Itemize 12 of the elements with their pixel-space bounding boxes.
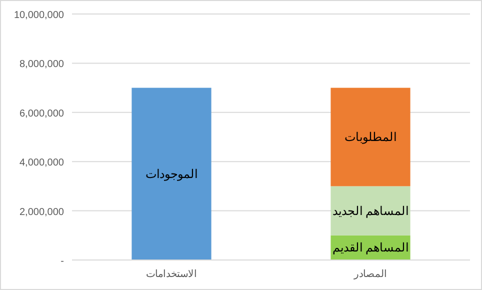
y-tick-label: 10,000,000 bbox=[14, 10, 64, 21]
y-tick-label: 6,000,000 bbox=[20, 108, 64, 120]
series-label: المطلوبات bbox=[344, 130, 396, 144]
y-tick-label: 8,000,000 bbox=[20, 59, 64, 70]
x-tick-label: الاستخدامات bbox=[146, 269, 197, 280]
series-label: المساهم القديم bbox=[332, 240, 409, 255]
series-label: الموجودات bbox=[146, 166, 198, 181]
series-label: المساهم الجديد bbox=[332, 204, 409, 218]
y-tick-label: 4,000,000 bbox=[20, 158, 64, 169]
y-tick-label: 2,000,000 bbox=[20, 206, 64, 218]
y-tick-label: - bbox=[60, 256, 64, 267]
x-tick-label: المصادر bbox=[353, 269, 387, 280]
